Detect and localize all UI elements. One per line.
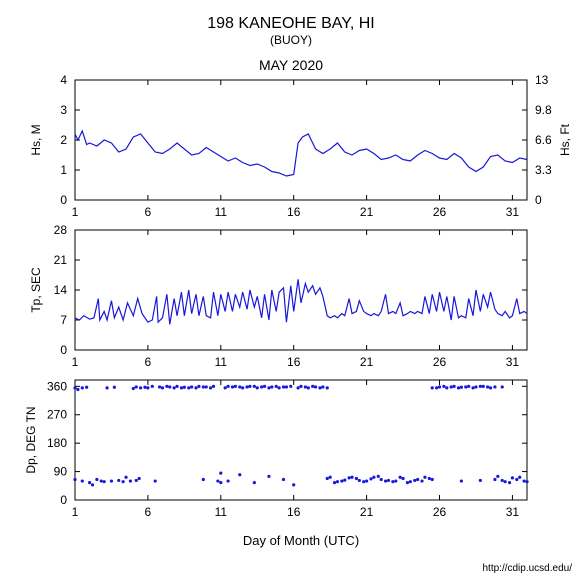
hs-series — [75, 131, 527, 176]
ytick: 0 — [60, 493, 67, 507]
xtick-label: 26 — [433, 355, 447, 369]
ytick-right: 0 — [535, 193, 542, 207]
panel3-ylabel: Dp, DEG TN — [24, 406, 38, 473]
ytick-right: 9.8 — [535, 103, 552, 117]
ytick-right: 6.6 — [535, 133, 552, 147]
xtick-label: 31 — [506, 205, 520, 219]
ytick: 7 — [60, 313, 67, 327]
ytick-left: 3 — [60, 103, 67, 117]
ytick: 28 — [54, 223, 68, 237]
ytick-right: 13 — [535, 73, 549, 87]
ytick: 90 — [54, 465, 68, 479]
xtick-label: 21 — [360, 205, 374, 219]
ytick-left: 4 — [60, 73, 67, 87]
buoy-chart: 198 KANEOHE BAY, HI(BUOY)MAY 20200123403… — [0, 0, 582, 581]
chart-container: { "title_main": "198 KANEOHE BAY, HI", "… — [0, 0, 582, 581]
xtick-label: 16 — [287, 355, 301, 369]
xtick-label: 11 — [215, 505, 228, 519]
xtick-label: 21 — [360, 505, 374, 519]
panel1-ylabel-right: Hs, Ft — [558, 123, 572, 156]
xtick-label: 16 — [287, 205, 301, 219]
panel2-ylabel: Tp, SEC — [29, 267, 43, 313]
ytick: 21 — [54, 253, 68, 267]
ytick: 14 — [54, 283, 68, 297]
ytick: 180 — [47, 436, 67, 450]
xtick-label: 26 — [433, 505, 447, 519]
ytick-right: 3.3 — [535, 163, 552, 177]
xtick-label: 16 — [287, 505, 301, 519]
ytick: 360 — [47, 379, 67, 393]
xtick-label: 6 — [145, 205, 152, 219]
ytick-left: 2 — [60, 133, 67, 147]
credit-url: http://cdip.ucsd.edu/ — [482, 563, 572, 574]
ytick-left: 0 — [60, 193, 67, 207]
xtick-label: 11 — [215, 355, 228, 369]
xtick-label: 31 — [506, 505, 520, 519]
xtick-label: 1 — [72, 355, 79, 369]
xtick-label: 21 — [360, 355, 374, 369]
tp-series — [75, 279, 527, 324]
dp-series — [73, 385, 528, 487]
title-month: MAY 2020 — [259, 57, 323, 73]
xtick-label: 1 — [72, 505, 79, 519]
xtick-label: 1 — [72, 205, 79, 219]
ytick: 270 — [47, 408, 67, 422]
xtick-label: 26 — [433, 205, 447, 219]
xtick-label: 31 — [506, 355, 520, 369]
xtick-label: 6 — [145, 505, 152, 519]
title-sub: (BUOY) — [270, 33, 312, 47]
panel1-ylabel-left: Hs, M — [29, 124, 43, 155]
ytick: 0 — [60, 343, 67, 357]
xtick-label: 6 — [145, 355, 152, 369]
ytick-left: 1 — [60, 163, 67, 177]
title-main: 198 KANEOHE BAY, HI — [207, 15, 374, 32]
xlabel: Day of Month (UTC) — [243, 533, 359, 548]
xtick-label: 11 — [215, 205, 228, 219]
